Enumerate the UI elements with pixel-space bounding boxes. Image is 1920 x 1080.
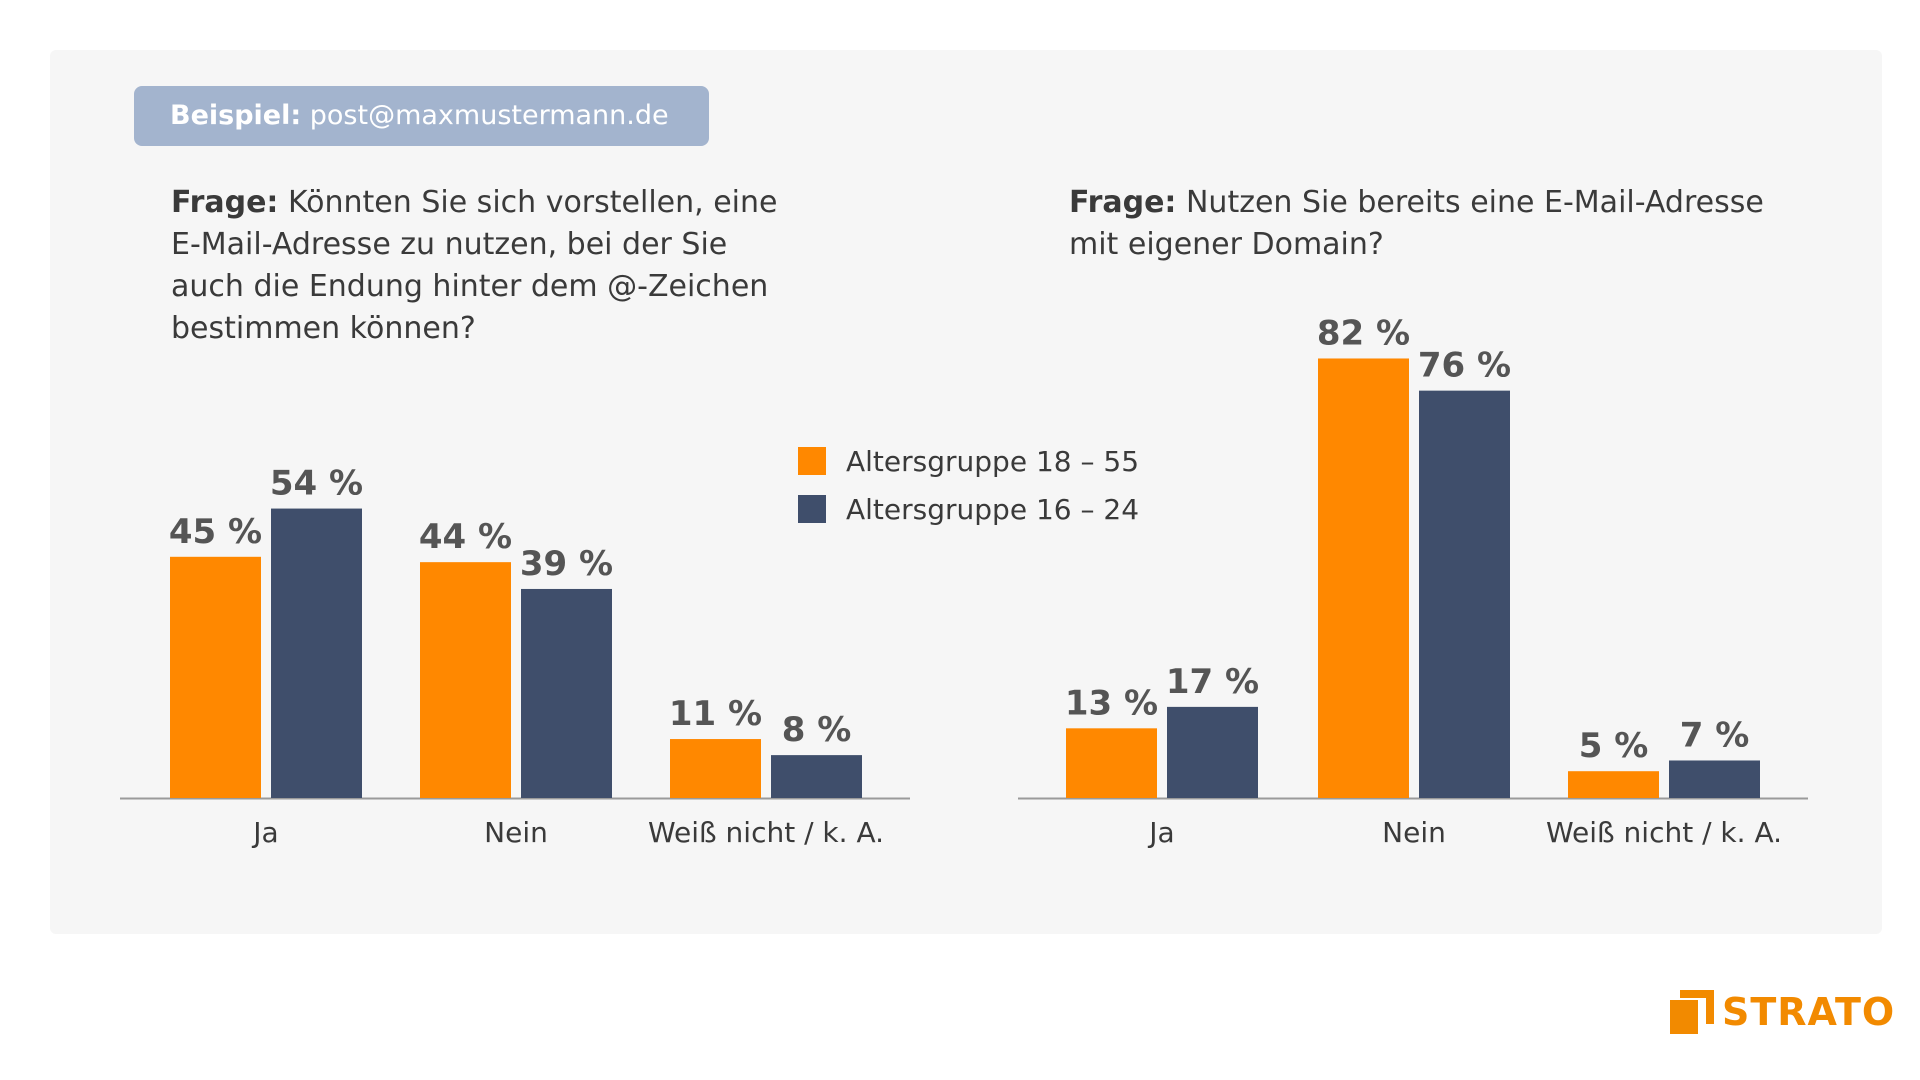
question-left-line-3: auch die Endung hinter dem @-Zeichen: [171, 269, 769, 304]
question-left-label: Frage:: [171, 185, 279, 220]
brand-name: STRATO: [1722, 990, 1896, 1034]
data-label: 45 %: [169, 512, 262, 552]
category-label: Ja: [1147, 816, 1174, 849]
data-label: 39 %: [520, 544, 613, 584]
question-left: Frage: Könnten Sie sich vorstellen, eine…: [171, 182, 777, 350]
category-label: Nein: [484, 816, 548, 849]
data-label: 5 %: [1579, 726, 1649, 766]
bar: [1318, 358, 1409, 798]
data-label: 8 %: [782, 710, 852, 750]
question-left-line-2: E-Mail-Adresse zu nutzen, bei der Sie: [171, 227, 728, 262]
category-label: Weiß nicht / k. A.: [1546, 816, 1782, 849]
legend-swatch-orange: [798, 447, 826, 475]
category-label: Ja: [251, 816, 278, 849]
bar: [1066, 728, 1157, 798]
question-right-line-2: mit eigener Domain?: [1069, 227, 1384, 262]
bar: [271, 508, 362, 798]
bar: [1419, 390, 1510, 798]
example-value: post@maxmustermann.de: [309, 100, 669, 131]
question-left-line-4: bestimmen können?: [171, 311, 476, 346]
data-label: 7 %: [1680, 715, 1750, 755]
question-right-line-1: Frage: Nutzen Sie bereits eine E-Mail-Ad…: [1069, 185, 1764, 220]
legend-item-16-24: Altersgruppe 16 – 24: [798, 485, 1139, 533]
data-label: 13 %: [1065, 683, 1158, 723]
data-label: 11 %: [669, 694, 762, 734]
legend: Altersgruppe 18 – 55 Altersgruppe 16 – 2…: [798, 437, 1139, 533]
question-right: Frage: Nutzen Sie bereits eine E-Mail-Ad…: [1069, 182, 1764, 266]
bar: [670, 739, 761, 798]
bar: [1167, 706, 1258, 798]
data-label: 54 %: [270, 464, 363, 504]
bar: [1568, 771, 1659, 798]
data-label: 82 %: [1317, 313, 1410, 353]
bar: [420, 562, 511, 798]
legend-label: Altersgruppe 18 – 55: [846, 444, 1140, 478]
category-label: Nein: [1382, 816, 1446, 849]
question-left-line-1: Frage: Könnten Sie sich vorstellen, eine: [171, 185, 778, 220]
data-label: 44 %: [419, 517, 512, 557]
strato-logo-icon: [1670, 990, 1714, 1034]
legend-item-18-55: Altersgruppe 18 – 55: [798, 437, 1139, 485]
strato-logo: STRATO: [1670, 990, 1895, 1034]
legend-swatch-navy: [798, 495, 826, 523]
category-label: Weiß nicht / k. A.: [648, 816, 884, 849]
bar: [521, 588, 612, 798]
data-label: 76 %: [1418, 346, 1511, 386]
data-label: 17 %: [1166, 662, 1259, 702]
question-right-label: Frage:: [1069, 185, 1177, 220]
bar: [170, 556, 261, 798]
legend-label: Altersgruppe 16 – 24: [846, 492, 1140, 526]
example-badge: Beispiel: post@maxmustermann.de: [134, 86, 709, 146]
example-label: Beispiel:: [170, 100, 302, 131]
bar: [1669, 760, 1760, 798]
bar: [771, 755, 862, 798]
